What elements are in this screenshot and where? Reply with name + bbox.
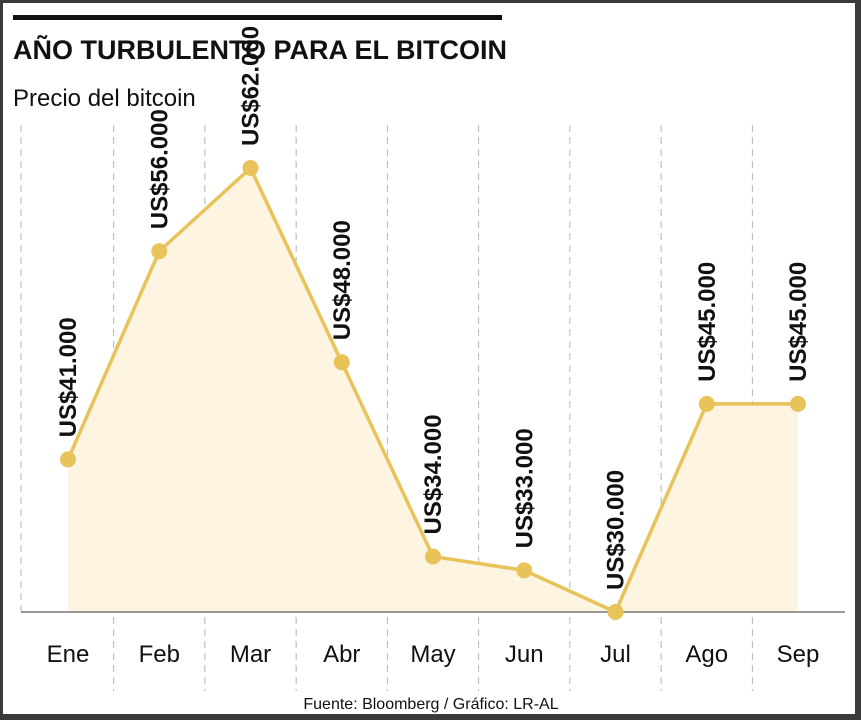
data-point-mar [242, 160, 259, 176]
x-axis-labels: Ene Feb Mar Abr May Jun Jul Ago Sep [47, 641, 820, 668]
title-bar [13, 15, 502, 20]
month-label-may: May [410, 641, 455, 668]
month-label-jul: Jul [600, 641, 631, 668]
month-label-ene: Ene [47, 641, 90, 668]
area-fill [68, 168, 798, 612]
bitcoin-price-chart: AÑO TURBULENTO PARA EL BITCOIN Precio de… [13, 15, 845, 713]
month-label-feb: Feb [139, 641, 180, 668]
value-label-ago: US$45.000 [694, 262, 721, 382]
month-label-jun: Jun [505, 641, 544, 668]
data-points [60, 160, 806, 620]
data-point-abr [333, 354, 350, 371]
data-point-sep [790, 395, 806, 412]
value-label-mar: US$62.000 [238, 26, 265, 146]
data-point-ene [60, 451, 76, 468]
month-label-abr: Abr [323, 641, 360, 668]
value-label-jun: US$33.000 [511, 428, 538, 548]
source-note: Fuente: Bloomberg / Gráfico: LR-AL [303, 696, 558, 713]
data-point-feb [151, 243, 168, 260]
chart-title: AÑO TURBULENTO PARA EL BITCOIN [13, 34, 507, 65]
data-point-ago [698, 395, 715, 412]
month-label-mar: Mar [230, 641, 271, 668]
chart-subtitle: Precio del bitcoin [13, 85, 196, 112]
area-path [68, 168, 798, 612]
value-labels: US$41.000 US$56.000 US$62.000 US$48.000 US$3… [55, 26, 812, 590]
value-label-feb: US$56.000 [146, 109, 173, 229]
value-label-ene: US$41.000 [55, 317, 82, 437]
month-label-ago: Ago [685, 641, 728, 668]
value-label-may: US$34.000 [420, 414, 447, 534]
value-label-jul: US$30.000 [603, 470, 630, 590]
value-label-abr: US$48.000 [329, 220, 356, 340]
value-label-sep: US$45.000 [785, 262, 812, 382]
month-label-sep: Sep [777, 641, 820, 668]
data-point-jul [607, 604, 624, 620]
data-point-jun [516, 562, 533, 579]
data-point-may [425, 548, 441, 565]
